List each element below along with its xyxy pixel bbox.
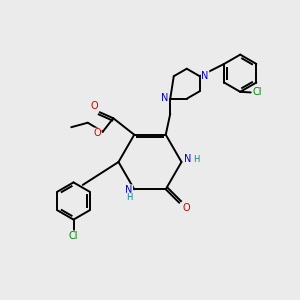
Text: Cl: Cl	[68, 231, 78, 241]
Text: N: N	[184, 154, 192, 164]
Text: Cl: Cl	[253, 87, 262, 98]
Text: H: H	[193, 154, 200, 164]
Text: O: O	[182, 203, 190, 213]
Text: N: N	[161, 93, 169, 103]
Text: O: O	[91, 101, 98, 111]
Text: H: H	[126, 193, 132, 202]
Text: N: N	[202, 70, 209, 81]
Text: N: N	[125, 185, 133, 195]
Text: O: O	[94, 128, 101, 138]
